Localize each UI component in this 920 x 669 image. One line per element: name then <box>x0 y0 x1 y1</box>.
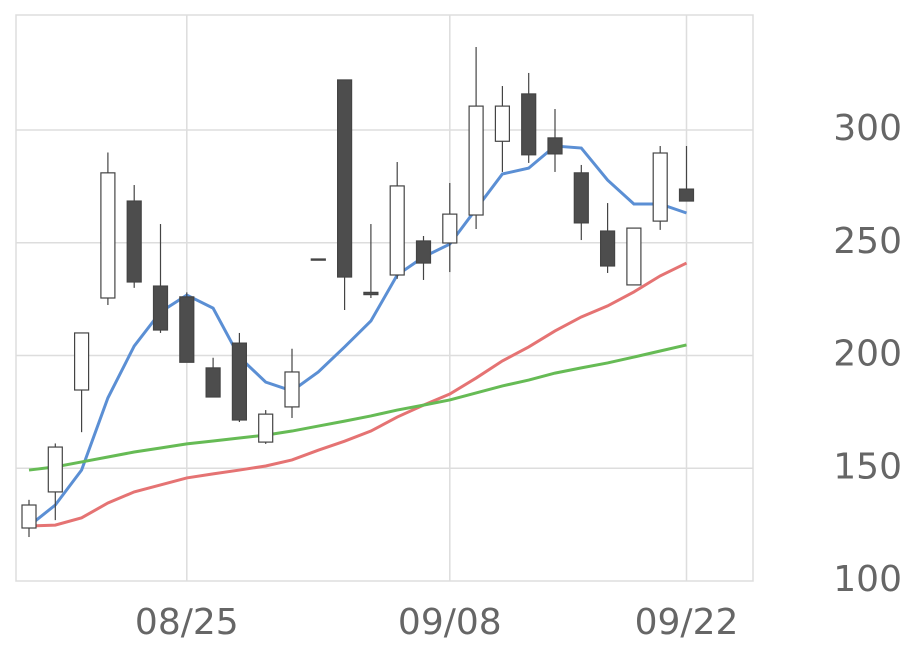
candle-body <box>21 504 37 529</box>
candle-body <box>415 240 432 264</box>
candle-body <box>363 291 379 296</box>
candle-body <box>179 296 195 363</box>
candle-body <box>547 137 563 155</box>
candle-body <box>205 367 221 398</box>
candle-body <box>73 332 90 391</box>
candle-body <box>521 93 537 156</box>
candle-body <box>468 105 484 216</box>
candle-body <box>310 258 326 261</box>
moving-average-line <box>28 343 687 472</box>
moving-average-line <box>28 144 687 528</box>
x-tick-label: 09/08 <box>398 602 502 643</box>
candle-body <box>100 172 116 299</box>
candle-body <box>337 79 353 278</box>
x-tick-label: 09/22 <box>635 602 739 643</box>
candle-body <box>573 172 589 224</box>
y-tick-label: 150 <box>833 446 902 487</box>
moving-average-line <box>28 261 688 528</box>
plot-frame <box>15 14 754 582</box>
candle-body <box>152 285 169 331</box>
candle-body <box>678 188 695 202</box>
candle-body <box>442 213 458 244</box>
candle-body <box>284 371 300 408</box>
y-tick-label: 200 <box>833 334 902 375</box>
candle-body <box>126 200 142 283</box>
candle-body <box>231 342 247 421</box>
candle-body <box>494 105 510 142</box>
candle-body <box>258 413 274 443</box>
x-tick-label: 08/25 <box>135 602 239 643</box>
y-tick-label: 100 <box>833 559 902 600</box>
candle-body <box>626 227 642 286</box>
candle-body <box>599 230 616 267</box>
y-tick-label: 300 <box>833 108 902 149</box>
y-tick-label: 250 <box>833 221 902 262</box>
candle-body <box>652 152 668 222</box>
candle-body <box>47 446 63 493</box>
candle-body <box>389 185 405 276</box>
